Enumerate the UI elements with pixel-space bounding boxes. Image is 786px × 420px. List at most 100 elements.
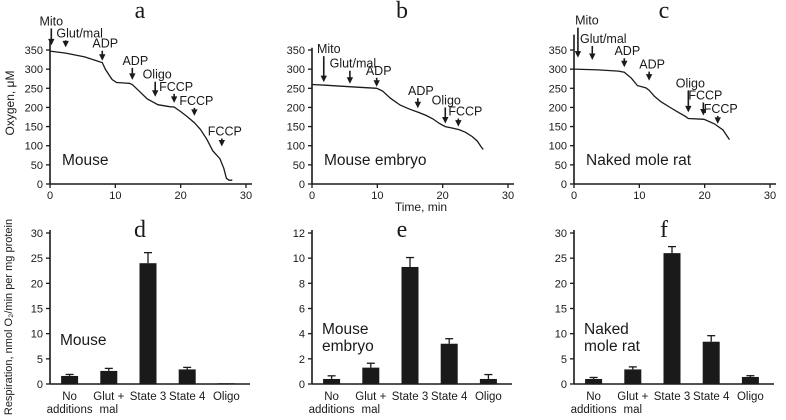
y-tick-label: 5 [37,354,43,366]
y-tick-label: 0 [37,179,43,191]
y-tick-label: 12 [293,228,305,240]
category-label: Oligo [737,391,764,403]
annotation-arrow-head [151,90,159,97]
y-tick-label: 15 [555,304,567,316]
annotation-label: Oligo [143,68,172,82]
y-tick-label: 150 [25,122,43,134]
bar [178,369,196,384]
category-label: State 4 [431,391,468,403]
y-tick-label: 200 [287,102,305,114]
annotation-arrow-head [99,54,106,61]
bar [624,369,642,384]
annotation-arrow-head [589,53,596,60]
annotation-label: Glut/mal [56,26,103,40]
annotation-label: FCCP [448,105,482,119]
annotation-arrow-head [621,60,628,68]
annotation-label: FCCP [159,80,193,94]
annotation-label: ADP [122,54,148,68]
bar [100,370,118,384]
species-label: Naked mole rat [586,152,692,169]
species-label: embryo [322,338,374,355]
annotation-label: Oligo [432,94,461,108]
y-tick-label: 4 [299,329,305,341]
category-label: additions [309,404,355,416]
category-label: No [586,391,601,403]
bar [401,266,419,384]
category-label: Glut + [93,391,124,403]
category-label: State 3 [392,391,428,403]
y-tick-label: 10 [555,329,567,341]
y-tick-label: 300 [25,64,43,76]
y-tick-label: 10 [293,253,305,265]
annotation-arrow-head [700,108,707,116]
panel-letter: a [135,0,146,24]
annotation-arrow-head [442,117,449,124]
annotation-label: ADP [639,58,665,72]
annotation-label: ADP [366,64,392,78]
annotation-label: FCCP [704,102,738,116]
species-label: Mouse [322,321,369,338]
y-tick-label: 200 [25,102,43,114]
x-tick-label: 10 [109,190,121,202]
category-label: No [62,391,77,403]
species-label: Mouse [62,152,109,169]
annotation-label: ADP [614,44,640,58]
bar [702,341,720,384]
x-tick-label: 10 [633,190,645,202]
x-tick-label: 0 [47,190,53,202]
bar [217,383,235,385]
bar [585,378,603,384]
y-tick-label: 6 [299,304,305,316]
y-tick-label: 0 [37,379,43,391]
y-tick-label: 30 [555,228,567,240]
annotation-label: Mito [317,42,341,56]
y-tick-label: 250 [549,83,567,95]
y-tick-label: 0 [561,379,567,391]
annotation-label: ADP [408,84,434,98]
y-tick-label: 50 [31,160,43,172]
annotation-label: FCCP [208,124,242,138]
category-label: additions [47,404,93,416]
bar [362,367,380,384]
annotation-label: ADP [92,37,118,51]
category-label: Oligo [213,391,240,403]
x-tick-label: 10 [371,190,383,202]
y-tick-label: 250 [25,83,43,95]
category-label: mal [362,404,381,416]
category-label: State 4 [693,391,730,403]
y-tick-label: 25 [31,253,43,265]
bar [479,378,497,384]
annotation-arrow-head [170,96,178,103]
x-tick-label: 30 [502,190,514,202]
annotation-label: FCCP [179,94,213,108]
annotation-arrow-head [218,139,226,147]
annotation-arrow-head [48,38,55,46]
y-tick-label: 250 [287,83,305,95]
annotation-label: Glut/mal [330,57,377,71]
y-tick-label: 100 [287,141,305,153]
panel-letter: b [396,0,408,24]
y-tick-label: 30 [31,228,43,240]
y-tick-label: 15 [31,304,43,316]
y-tick-label: 20 [555,278,567,290]
annotation-label: Mito [575,14,599,28]
panel-letter: c [659,0,670,24]
y-tick-label: 300 [549,64,567,76]
bar [741,376,759,384]
x-tick-label: 20 [175,190,187,202]
category-label: State 4 [169,391,206,403]
oxygen-trace [311,83,484,150]
y-tick-label: 350 [25,45,43,57]
species-label: Mouse embryo [324,152,427,169]
annotation-label: Glut/mal [580,32,627,46]
x-tick-label: 0 [309,190,315,202]
annotation-arrow-head [685,105,692,113]
annotation-arrow-head [320,75,327,83]
y-tick-label: 8 [299,278,305,290]
annotation-label: Mito [39,14,63,28]
bar [440,343,458,384]
category-label: No [324,391,339,403]
category-label: mal [624,404,643,416]
